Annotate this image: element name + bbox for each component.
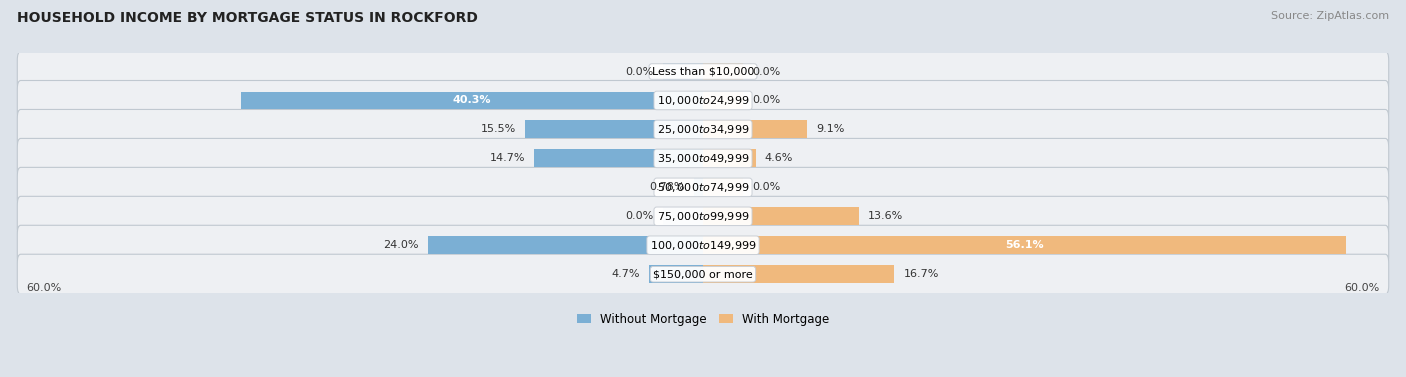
FancyBboxPatch shape [17, 225, 1389, 265]
Bar [703, 236, 1347, 254]
FancyBboxPatch shape [17, 138, 1389, 178]
Text: 0.0%: 0.0% [626, 66, 654, 77]
Text: $150,000 or more: $150,000 or more [654, 269, 752, 279]
Bar [695, 178, 703, 196]
FancyBboxPatch shape [17, 52, 1389, 92]
Text: 9.1%: 9.1% [817, 124, 845, 135]
FancyBboxPatch shape [17, 196, 1389, 236]
Bar [650, 265, 703, 283]
Text: 0.0%: 0.0% [752, 182, 780, 192]
Bar [703, 149, 756, 167]
Text: 14.7%: 14.7% [489, 153, 526, 163]
Text: 4.7%: 4.7% [612, 269, 640, 279]
Text: 4.6%: 4.6% [765, 153, 793, 163]
Text: 60.0%: 60.0% [27, 283, 62, 293]
Text: 24.0%: 24.0% [382, 240, 419, 250]
Text: $25,000 to $34,999: $25,000 to $34,999 [657, 123, 749, 136]
Text: $10,000 to $24,999: $10,000 to $24,999 [657, 94, 749, 107]
Text: 0.0%: 0.0% [626, 211, 654, 221]
Bar [703, 121, 807, 138]
Text: 13.6%: 13.6% [868, 211, 904, 221]
Bar [534, 149, 703, 167]
Bar [240, 92, 703, 109]
FancyBboxPatch shape [17, 167, 1389, 207]
Text: 56.1%: 56.1% [1005, 240, 1043, 250]
Text: HOUSEHOLD INCOME BY MORTGAGE STATUS IN ROCKFORD: HOUSEHOLD INCOME BY MORTGAGE STATUS IN R… [17, 11, 478, 25]
Text: $100,000 to $149,999: $100,000 to $149,999 [650, 239, 756, 252]
Bar [662, 207, 703, 225]
Bar [703, 92, 744, 109]
Bar [703, 63, 744, 81]
Text: $75,000 to $99,999: $75,000 to $99,999 [657, 210, 749, 223]
Text: 16.7%: 16.7% [904, 269, 939, 279]
Text: Source: ZipAtlas.com: Source: ZipAtlas.com [1271, 11, 1389, 21]
FancyBboxPatch shape [17, 109, 1389, 149]
Bar [703, 207, 859, 225]
Text: 0.0%: 0.0% [752, 66, 780, 77]
Text: 0.0%: 0.0% [752, 95, 780, 106]
Text: $50,000 to $74,999: $50,000 to $74,999 [657, 181, 749, 194]
FancyBboxPatch shape [17, 254, 1389, 294]
Text: $35,000 to $49,999: $35,000 to $49,999 [657, 152, 749, 165]
Bar [526, 121, 703, 138]
Bar [703, 265, 894, 283]
Text: 0.78%: 0.78% [650, 182, 685, 192]
Text: Less than $10,000: Less than $10,000 [652, 66, 754, 77]
Bar [427, 236, 703, 254]
Bar [703, 178, 744, 196]
FancyBboxPatch shape [17, 81, 1389, 121]
Text: 40.3%: 40.3% [453, 95, 491, 106]
Text: 15.5%: 15.5% [481, 124, 516, 135]
Text: 60.0%: 60.0% [1344, 283, 1379, 293]
Legend: Without Mortgage, With Mortgage: Without Mortgage, With Mortgage [572, 308, 834, 330]
Bar [662, 63, 703, 81]
